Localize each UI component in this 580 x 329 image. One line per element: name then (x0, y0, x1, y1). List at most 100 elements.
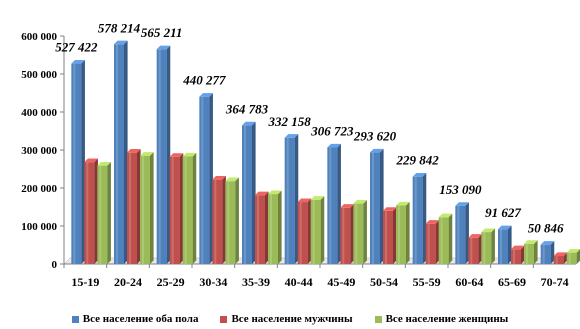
bar-top (438, 213, 453, 218)
bar-side (278, 190, 282, 264)
bar-front (498, 229, 508, 264)
bar-top (455, 202, 469, 206)
bar-top (553, 252, 568, 257)
bar (199, 93, 213, 265)
bar-front (140, 155, 150, 264)
bar (412, 173, 427, 264)
bar-side (166, 45, 171, 265)
bar-front (182, 156, 193, 264)
y-tick-label: 600 000 (21, 31, 57, 43)
bar-front (71, 63, 82, 265)
bar (425, 220, 440, 264)
bar-highlight (385, 210, 387, 264)
bar-side (350, 204, 354, 264)
bar (97, 161, 111, 264)
bar (498, 225, 512, 264)
bar-front (84, 162, 95, 264)
legend-label-men: Все население мужчины (231, 313, 353, 325)
bar-top (225, 177, 239, 182)
data-label: 364 783 (225, 101, 269, 116)
bar (524, 240, 538, 264)
bar-side (491, 228, 495, 264)
bar-front (481, 232, 492, 264)
x-tick-label: 35-39 (242, 275, 270, 289)
x-tick-label: 25-29 (157, 275, 185, 289)
bar-top (310, 196, 325, 200)
bar-highlight (342, 207, 345, 264)
bar (327, 143, 341, 264)
data-label: 440 277 (182, 73, 226, 88)
legend-item-women: Все население женщины (374, 313, 508, 325)
bar-front (412, 176, 423, 264)
bar-highlight (158, 49, 161, 264)
bar-top (84, 158, 98, 163)
bar-highlight (270, 194, 272, 264)
bar-top (425, 220, 440, 224)
bar-front (297, 202, 308, 264)
bar-side (406, 201, 410, 264)
bar-side (294, 134, 299, 264)
bars (71, 40, 580, 265)
bar-highlight (513, 249, 515, 264)
bar-top (199, 93, 213, 97)
bar-highlight (440, 217, 443, 264)
bar-top (370, 148, 384, 153)
bar-side (192, 152, 197, 264)
bar-side (550, 241, 555, 264)
bar-side (150, 152, 154, 264)
data-label: 229 842 (396, 153, 440, 168)
bar-front (284, 137, 295, 264)
bar-side (94, 158, 98, 264)
bar-highlight (414, 176, 417, 264)
bar-side (179, 153, 184, 264)
data-label: 153 090 (439, 182, 482, 197)
bar-side (137, 149, 141, 264)
bar-highlight (184, 156, 187, 264)
legend: Все население оба пола Все население муж… (0, 310, 580, 328)
bar-highlight (355, 203, 358, 264)
bar-highlight (201, 96, 204, 265)
bar-highlight (526, 243, 528, 264)
bar-top (140, 152, 154, 156)
bar-side (307, 198, 312, 264)
bar-highlight (483, 232, 486, 264)
bar-side (435, 220, 440, 264)
bar-top (396, 201, 410, 206)
legend-item-men: Все население мужчины (220, 313, 353, 325)
bar (566, 249, 580, 264)
axes: 0 100 000 200 000 300 000 400 000 500 000 600 … (21, 31, 576, 289)
bar (468, 234, 482, 264)
bar (169, 153, 184, 264)
x-tick-label: 50-54 (370, 275, 398, 289)
bar-top (255, 191, 269, 196)
x-tick-label: 55-59 (413, 275, 441, 289)
data-label: 578 214 (98, 20, 141, 35)
bar-highlight (398, 205, 400, 264)
bar-side (576, 249, 580, 264)
bar (310, 196, 325, 264)
bar-side (320, 196, 325, 264)
bar (71, 59, 85, 265)
bar-front (438, 217, 449, 264)
x-tick-label: 15-19 (71, 275, 99, 289)
bar-front (353, 203, 364, 264)
bar-top (156, 45, 171, 50)
bar (284, 134, 299, 264)
data-label: 50 846 (528, 221, 564, 236)
bar-side (465, 202, 469, 264)
bar (383, 207, 397, 264)
bar-side (422, 173, 427, 264)
bar (225, 177, 239, 264)
bar-top (268, 190, 282, 195)
bar-highlight (99, 165, 102, 264)
bar-side (337, 143, 341, 264)
bar (370, 148, 384, 264)
data-label: 91 627 (485, 205, 521, 220)
bar-top (511, 245, 525, 250)
bar (212, 176, 226, 264)
bar-front (310, 199, 321, 264)
y-tick-label: 100 000 (21, 221, 57, 233)
x-tick-label: 20-24 (114, 275, 142, 289)
data-label: 332 158 (268, 114, 312, 129)
